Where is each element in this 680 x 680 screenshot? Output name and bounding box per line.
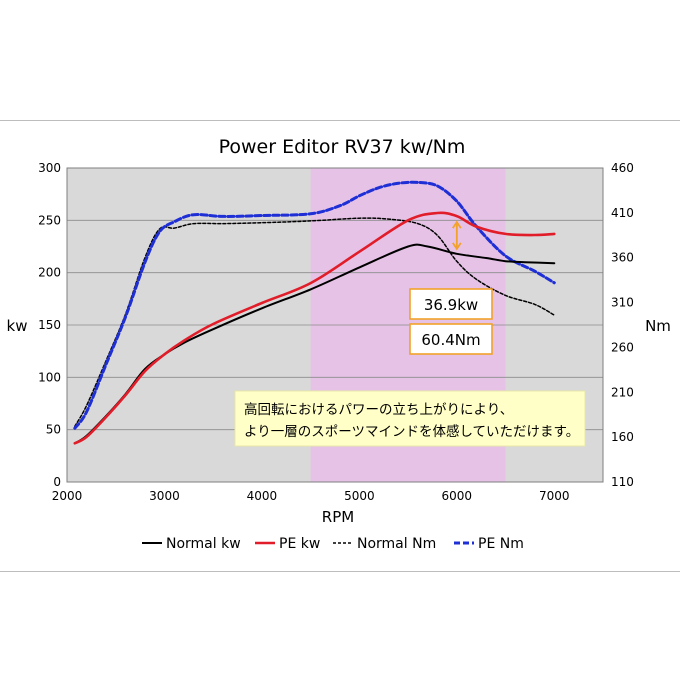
note-box <box>234 390 586 447</box>
x-tick-label: 6000 <box>442 489 473 503</box>
callout-box <box>409 288 493 320</box>
chart-title: Power Editor RV37 kw/Nm <box>219 136 466 158</box>
y-right-tick-label: 410 <box>611 206 634 220</box>
x-tick-label: 7000 <box>539 489 570 503</box>
y-axis-right-label: Nm <box>645 317 671 335</box>
x-tick-label: 2000 <box>52 489 83 503</box>
y-right-tick-label: 260 <box>611 340 634 354</box>
series-line-pe-kw <box>73 211 556 445</box>
y-right-tick-label: 210 <box>611 385 634 399</box>
x-tick-label: 5000 <box>344 489 375 503</box>
legend-label: Normal kw <box>166 536 241 552</box>
y-left-tick-label: 50 <box>46 423 61 437</box>
line-chart: Power Editor RV37 kw/Nm 0 50 100 150 200 250 3… <box>7 136 671 552</box>
y-right-tick-label: 360 <box>611 251 634 265</box>
x-tick-label: 3000 <box>149 489 180 503</box>
y-axis-left-label: kw <box>7 317 28 335</box>
y-left-tick-label: 0 <box>53 475 61 489</box>
note-line: 高回転におけるパワーの立ち上がりにより、 <box>244 401 513 418</box>
arrow-head-up <box>452 220 462 229</box>
y-left-tick-label: 150 <box>38 318 61 332</box>
series-line-pe-nm <box>73 180 556 430</box>
legend-label: Normal Nm <box>357 536 436 552</box>
callout-label: 36.9kw <box>424 296 478 314</box>
y-left-tick-label: 300 <box>38 161 61 175</box>
y-left-tick-label: 250 <box>38 213 61 227</box>
chart-frame: Power Editor RV37 kw/Nm 0 50 100 150 200 250 3… <box>0 120 680 572</box>
callout-label: 60.4Nm <box>421 331 480 349</box>
x-axis-label: RPM <box>322 508 354 526</box>
arrow-head-down <box>452 242 462 251</box>
y-left-tick-label: 200 <box>38 266 61 280</box>
y-left-tick-label: 100 <box>38 370 61 384</box>
y-right-tick-label: 160 <box>611 430 634 444</box>
legend-label: PE Nm <box>478 536 524 552</box>
y-right-tick-label: 110 <box>611 475 634 489</box>
callout-box <box>409 323 493 355</box>
x-tick-label: 4000 <box>247 489 278 503</box>
y-right-tick-label: 310 <box>611 296 634 310</box>
plot-border <box>66 167 604 483</box>
legend-label: PE kw <box>279 536 320 552</box>
note-line: より一層のスポーツマインドを体感していただけます。 <box>244 423 579 440</box>
y-right-tick-label: 460 <box>611 161 634 175</box>
